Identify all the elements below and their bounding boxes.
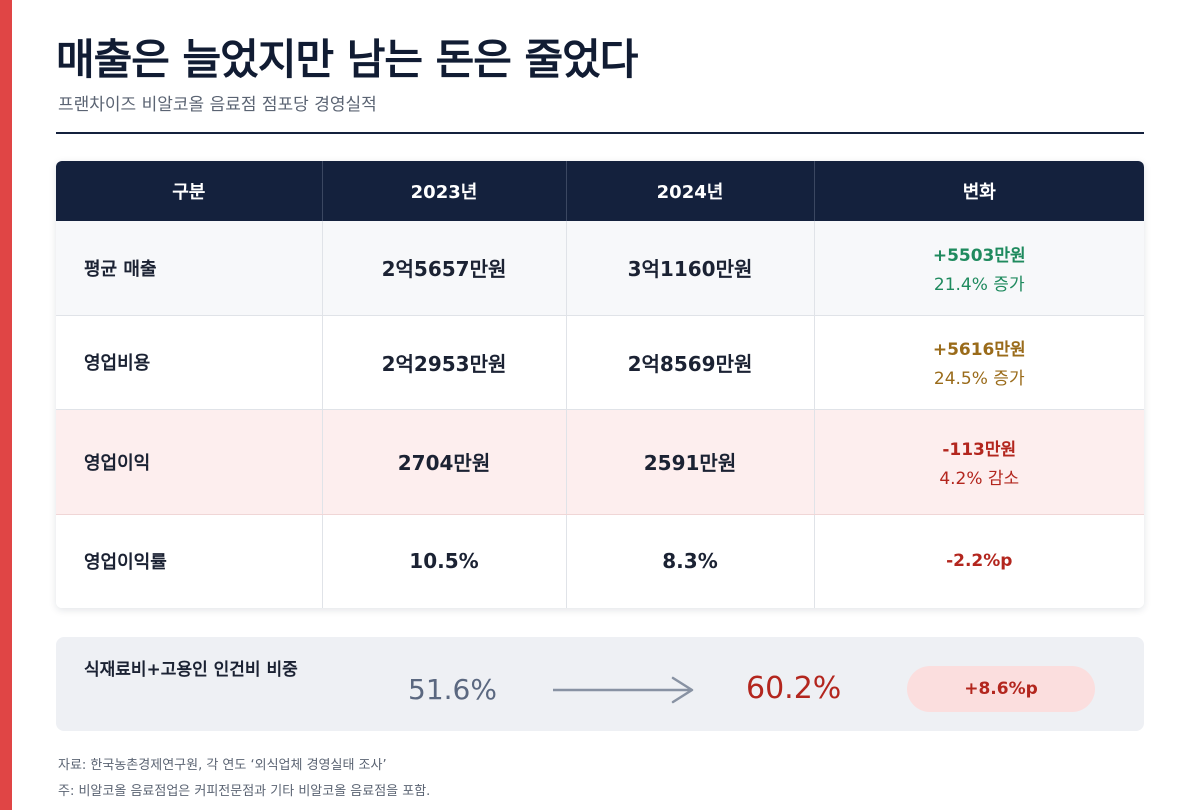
table-header-row: 구분 2023년 2024년 변화: [56, 161, 1144, 221]
value-2023: 2704만원: [322, 409, 567, 515]
change-cell: +5616만원 24.5% 증가: [814, 315, 1144, 410]
cost-ratio-2024: 60.2%: [746, 671, 842, 706]
performance-table-card: 구분 2023년 2024년 변화 평균 매출 2억5657만원 3억1160만…: [56, 161, 1144, 608]
header-category: 구분: [56, 161, 323, 221]
row-label: 영업이익률: [56, 514, 323, 608]
row-label: 영업이익: [56, 409, 323, 515]
arrow-right-icon: [553, 676, 694, 704]
change-amount: +5616만원: [932, 340, 1026, 360]
header-change: 변화: [814, 161, 1144, 221]
value-2023: 2억2953만원: [322, 315, 567, 410]
table-row-operating-cost: 영업비용 2억2953만원 2억8569만원 +5616만원 24.5% 증가: [56, 315, 1144, 410]
change-rate: 21.4% 증가: [933, 274, 1025, 295]
row-label: 영업비용: [56, 315, 323, 410]
footnote: 주: 비알코올 음료점업은 커피전문점과 기타 비알코올 음료점을 포함.: [58, 784, 431, 799]
value-2024: 2억8569만원: [566, 315, 815, 410]
cost-ratio-panel: 식재료비+고용인 인건비 비중 51.6% 60.2% +8.6%p: [56, 637, 1144, 731]
value-2024: 8.3%: [566, 514, 815, 608]
row-label: 평균 매출: [56, 221, 323, 316]
table-row-average-sales: 평균 매출 2억5657만원 3억1160만원 +5503만원 21.4% 증가: [56, 221, 1144, 316]
title-divider: [56, 132, 1144, 134]
performance-table: 구분 2023년 2024년 변화 평균 매출 2억5657만원 3억1160만…: [56, 161, 1144, 608]
cost-ratio-2023: 51.6%: [408, 673, 497, 706]
value-2023: 10.5%: [322, 514, 567, 608]
change-amount: -113만원: [942, 439, 1017, 460]
page-title: 매출은 늘었지만 남는 돈은 줄었다: [56, 35, 638, 84]
change-cell: -113만원 4.2% 감소: [814, 409, 1144, 515]
table-row-operating-margin: 영업이익률 10.5% 8.3% -2.2%p: [56, 514, 1144, 608]
value-2023: 2억5657만원: [322, 221, 567, 316]
source-note: 자료: 한국농촌경제연구원, 각 연도 ‘외식업체 경영실태 조사’: [58, 758, 387, 773]
accent-bar: [0, 0, 12, 810]
header-2024: 2024년: [566, 161, 815, 221]
change-amount: +5503만원: [932, 245, 1026, 266]
change-cell: -2.2%p: [814, 514, 1144, 608]
cost-ratio-label: 식재료비+고용인 인건비 비중: [84, 660, 298, 680]
value-2024: 2591만원: [566, 409, 815, 515]
value-2024: 3억1160만원: [566, 221, 815, 316]
change-rate: 24.5% 증가: [933, 369, 1025, 389]
table-row-operating-profit: 영업이익 2704만원 2591만원 -113만원 4.2% 감소: [56, 409, 1144, 515]
cost-ratio-change-badge: +8.6%p: [907, 666, 1095, 712]
header-2023: 2023년: [322, 161, 567, 221]
change-amount: -2.2%p: [946, 551, 1013, 572]
change-rate: 4.2% 감소: [939, 468, 1020, 489]
page-subtitle: 프랜차이즈 비알코올 음료점 점포당 경영실적: [58, 95, 377, 115]
change-cell: +5503만원 21.4% 증가: [814, 221, 1144, 316]
